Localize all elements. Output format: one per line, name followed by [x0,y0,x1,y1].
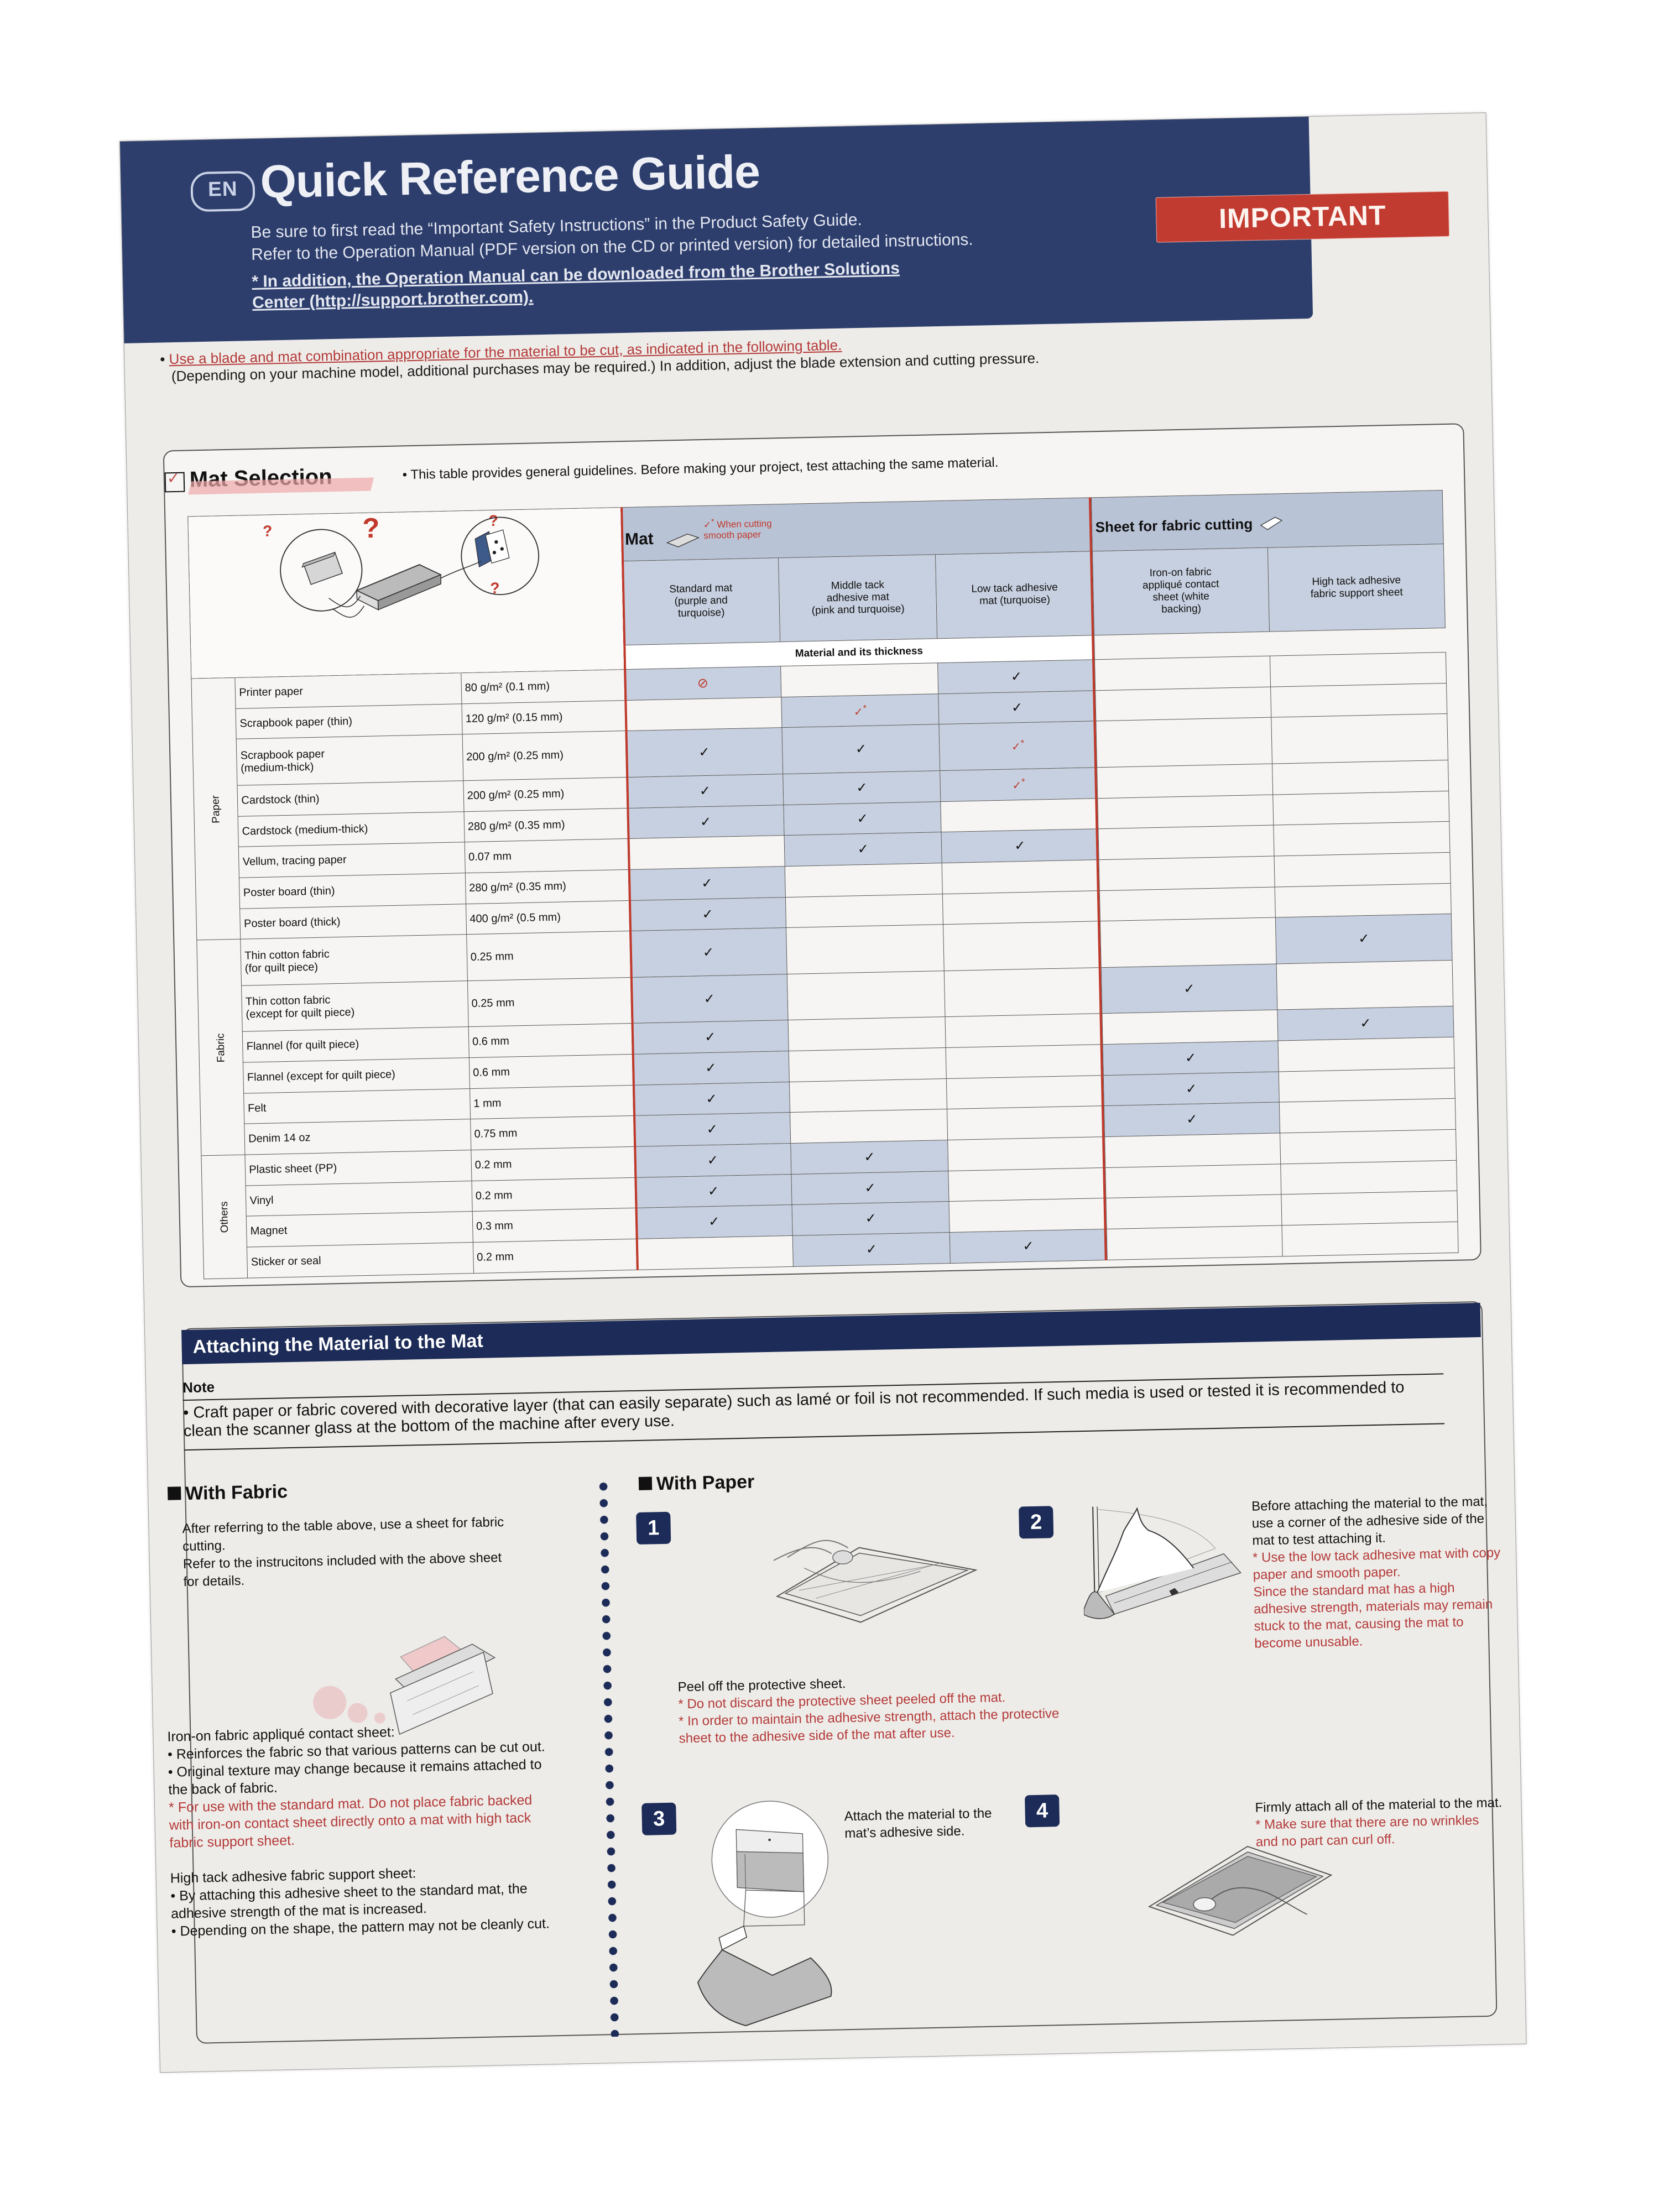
svg-text:?: ? [362,512,380,544]
svg-text:?: ? [263,522,273,539]
svg-text:?: ? [489,512,499,529]
